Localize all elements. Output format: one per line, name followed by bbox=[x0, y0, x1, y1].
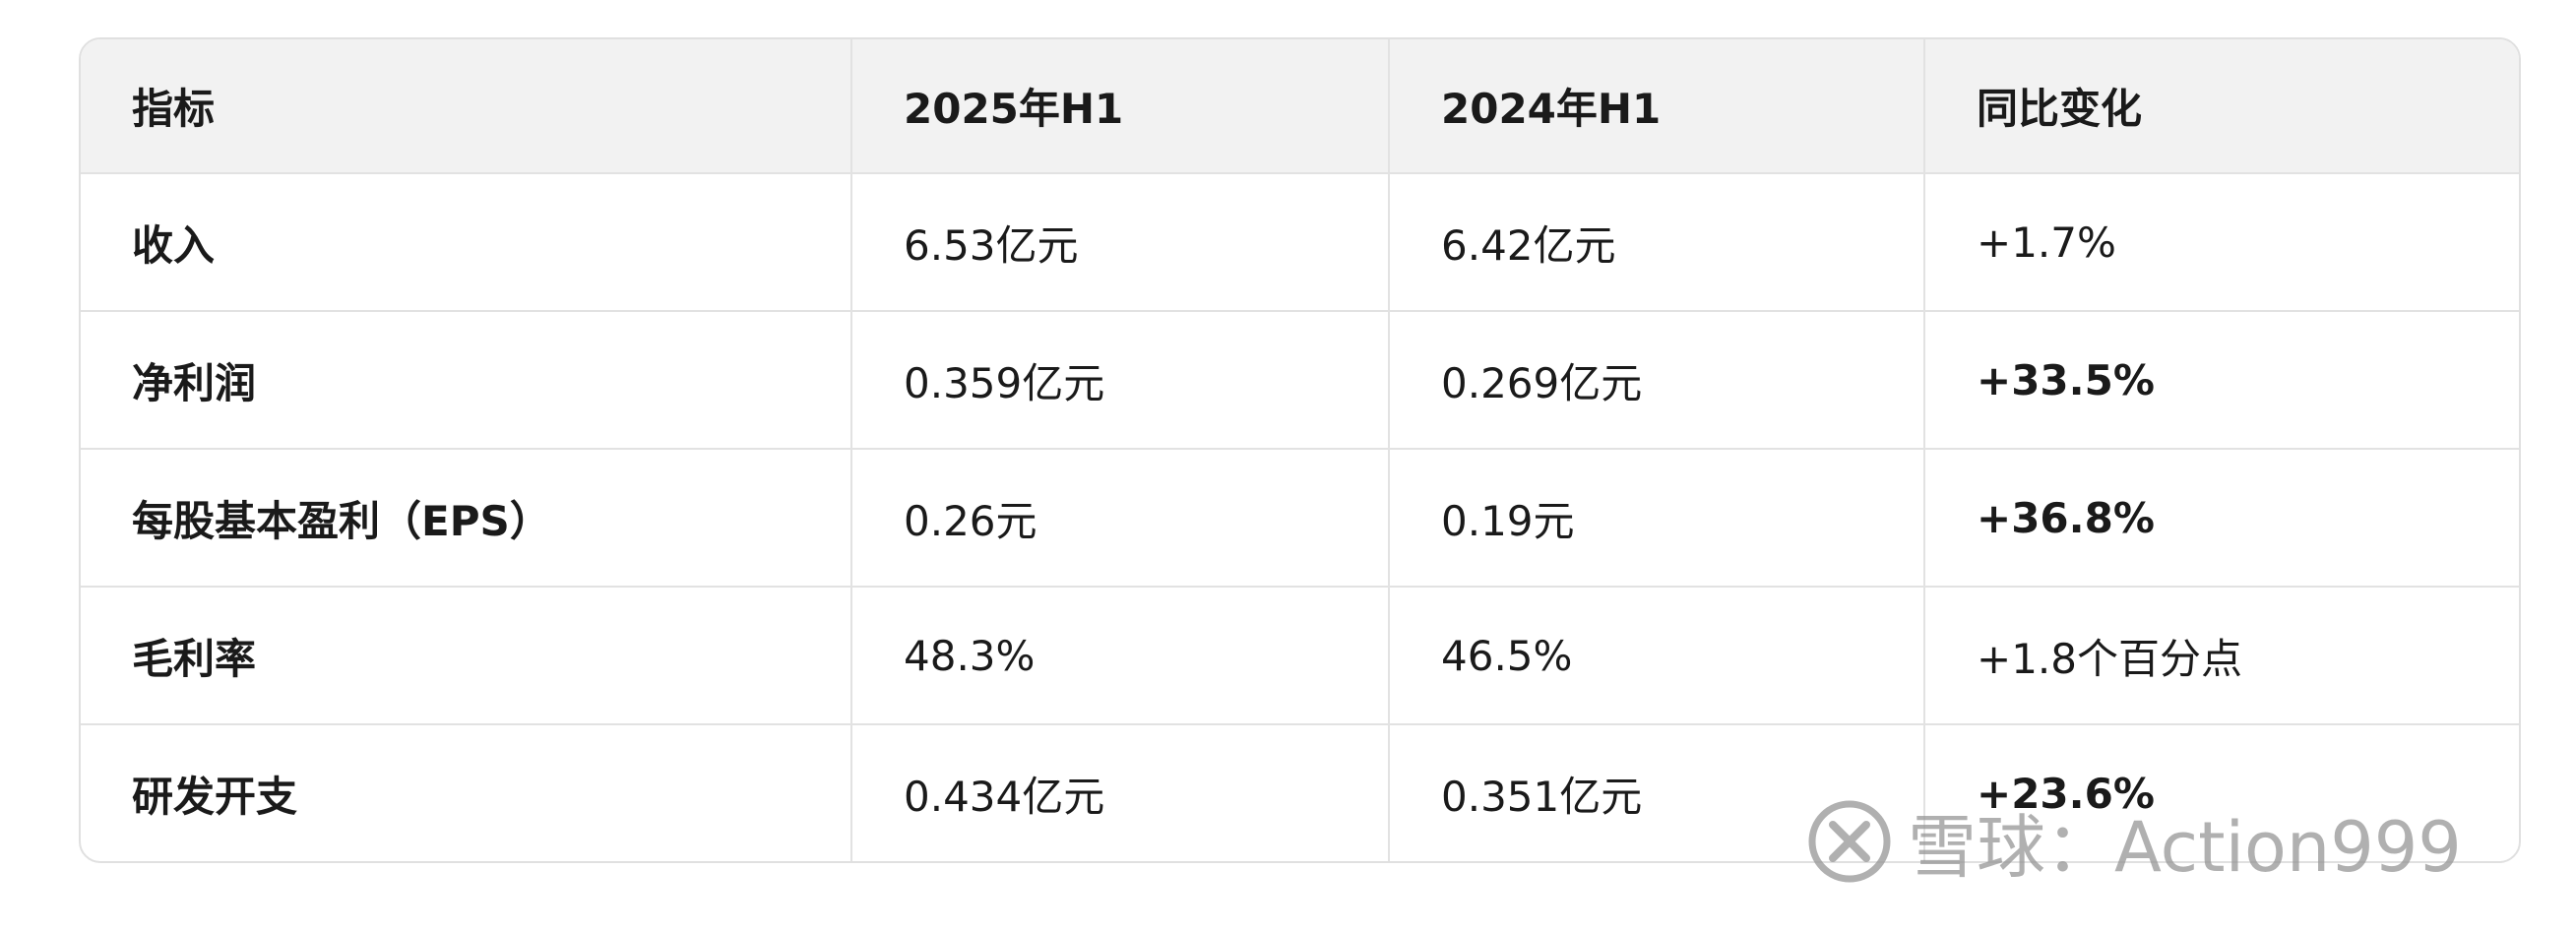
cell: 46.5% bbox=[1388, 586, 1925, 725]
row: 净利润 0.359亿元 0.269亿元 +33.5% bbox=[81, 310, 2519, 450]
header-cell: 2025年H1 bbox=[850, 39, 1390, 174]
cell: 48.3% bbox=[850, 586, 1390, 725]
cell: +36.8% bbox=[1923, 448, 2519, 588]
header-cell: 2024年H1 bbox=[1388, 39, 1925, 174]
header-cell: 同比变化 bbox=[1923, 39, 2519, 174]
data-table: 指标 2025年H1 2024年H1 同比变化 收入 6.53亿元 6.42亿元… bbox=[81, 39, 2519, 861]
watermark-text: 雪球：Action999 bbox=[1908, 806, 2462, 888]
cell: +1.7% bbox=[1923, 172, 2519, 312]
cell: 0.19元 bbox=[1388, 448, 1925, 588]
cell: +1.8个百分点 bbox=[1923, 586, 2519, 725]
cell: 6.42亿元 bbox=[1388, 172, 1925, 312]
cell: 研发开支 bbox=[81, 723, 852, 861]
cell: 0.359亿元 bbox=[850, 310, 1390, 450]
row: 研发开支 0.434亿元 0.351亿元 +23.6% bbox=[81, 723, 2519, 861]
cell: 0.26元 bbox=[850, 448, 1390, 588]
table-container: 指标 2025年H1 2024年H1 同比变化 收入 6.53亿元 6.42亿元… bbox=[79, 37, 2521, 863]
cell: 净利润 bbox=[81, 310, 852, 450]
cell: 6.53亿元 bbox=[850, 172, 1390, 312]
cell: 0.351亿元 bbox=[1388, 723, 1925, 861]
cell: 每股基本盈利（EPS） bbox=[81, 448, 852, 588]
header-cell: 指标 bbox=[81, 39, 852, 174]
cell: +23.6% bbox=[1923, 723, 2519, 861]
cell: 0.269亿元 bbox=[1388, 310, 1925, 450]
watermark-logo bbox=[1808, 800, 1891, 883]
cell: 0.434亿元 bbox=[850, 723, 1390, 861]
cell: 毛利率 bbox=[81, 586, 852, 725]
cell: +33.5% bbox=[1923, 310, 2519, 450]
row: 每股基本盈利（EPS） 0.26元 0.19元 +36.8% bbox=[81, 448, 2519, 588]
header-row: 指标 2025年H1 2024年H1 同比变化 bbox=[81, 39, 2519, 174]
watermark: 雪球：Action999 bbox=[1807, 792, 2462, 891]
row: 毛利率 48.3% 46.5% +1.8个百分点 bbox=[81, 586, 2519, 725]
row: 收入 6.53亿元 6.42亿元 +1.7% bbox=[81, 172, 2519, 312]
cell: 收入 bbox=[81, 172, 852, 312]
